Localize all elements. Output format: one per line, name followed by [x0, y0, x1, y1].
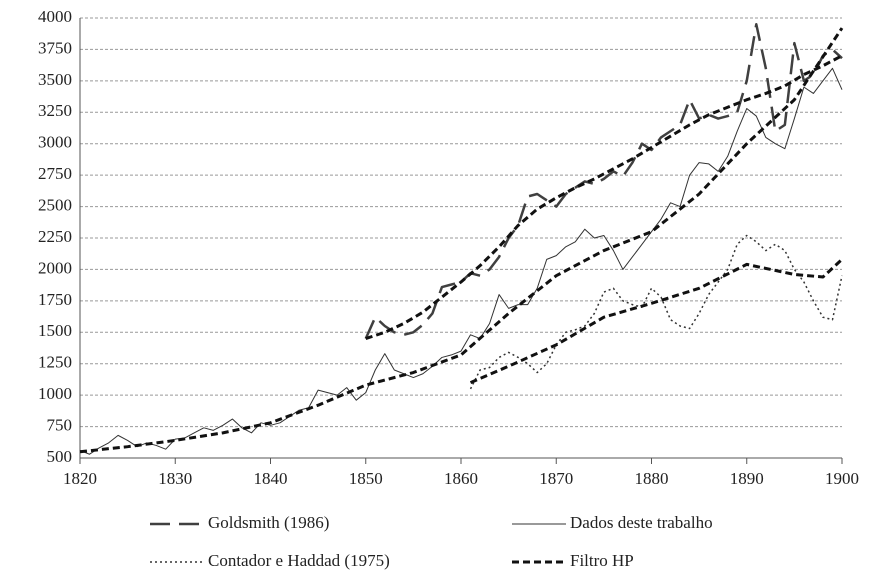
legend-label: Contador e Haddad (1975)	[208, 551, 390, 570]
series-line	[364, 23, 843, 340]
x-tick-label: 1860	[444, 469, 478, 488]
y-tick-label: 1000	[38, 384, 72, 403]
y-tick-label: 2250	[38, 227, 72, 246]
y-tick-label: 3250	[38, 101, 72, 120]
legend-label: Filtro HP	[570, 551, 634, 570]
y-tick-label: 3500	[38, 70, 72, 89]
legend-label: Goldsmith (1986)	[208, 513, 329, 532]
legend-label: Dados deste trabalho	[570, 513, 713, 532]
y-tick-label: 2500	[38, 195, 72, 214]
y-tick-label: 500	[47, 447, 73, 466]
y-tick-label: 1750	[38, 290, 72, 309]
x-tick-label: 1850	[349, 469, 383, 488]
x-tick-label: 1830	[158, 469, 192, 488]
y-tick-label: 4000	[38, 7, 72, 26]
y-tick-label: 3000	[38, 133, 72, 152]
y-tick-label: 1500	[38, 321, 72, 340]
x-tick-label: 1900	[825, 469, 859, 488]
series-line	[469, 234, 843, 390]
x-tick-label: 1840	[254, 469, 288, 488]
series-line	[79, 27, 844, 454]
x-tick-label: 1880	[635, 469, 669, 488]
y-tick-label: 2000	[38, 258, 72, 277]
x-tick-label: 1820	[63, 469, 97, 488]
series-line	[469, 258, 844, 384]
y-tick-label: 750	[47, 415, 73, 434]
series-line	[79, 67, 843, 455]
y-tick-label: 2750	[38, 164, 72, 183]
series-line	[365, 54, 843, 340]
y-tick-label: 3750	[38, 38, 72, 57]
y-tick-label: 1250	[38, 353, 72, 372]
x-tick-label: 1890	[730, 469, 764, 488]
x-tick-label: 1870	[539, 469, 573, 488]
